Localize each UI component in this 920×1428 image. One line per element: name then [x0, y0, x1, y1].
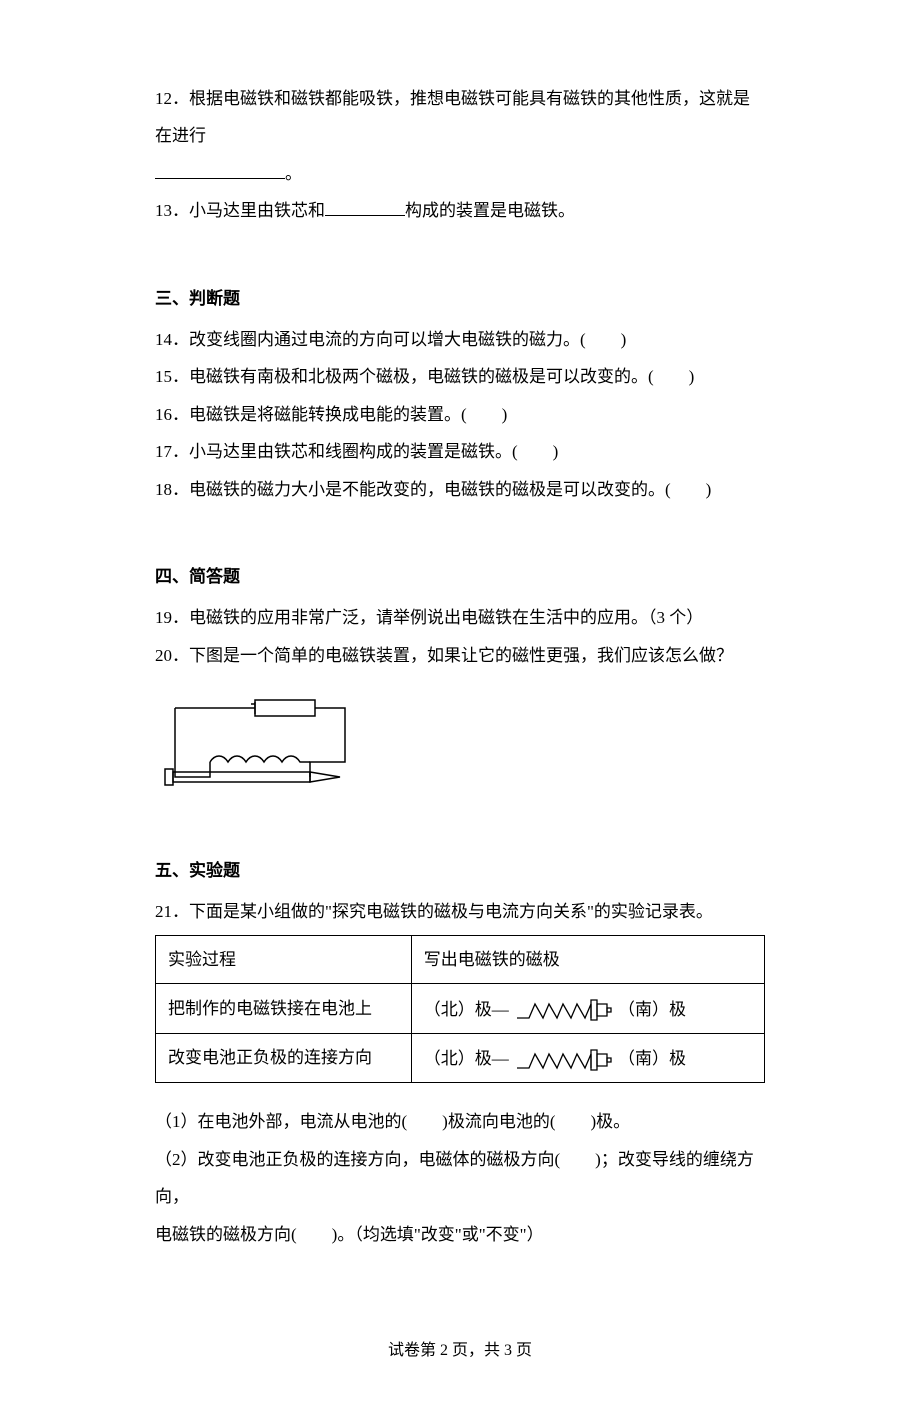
sub2-a: （2）改变电池正负极的连接方向，电磁体的磁极方向( [155, 1150, 560, 1169]
question-19: 19．电磁铁的应用非常广泛，请举例说出电磁铁在生活中的应用。（3 个） [155, 599, 765, 636]
sub2-d: )。（均选填"改变"或"不变"） [332, 1225, 544, 1244]
th-poles: 写出电磁铁的磁极 [411, 935, 764, 983]
paren-open: ( [648, 367, 654, 386]
paren-close: ) [689, 367, 695, 386]
q20-text: ．下图是一个简单的电磁铁装置，如果让它的磁性更强，我们应该怎么做？ [172, 646, 733, 665]
q14-num: 14 [155, 330, 172, 349]
question-15: 15．电磁铁有南极和北极两个磁极，电磁铁的磁极是可以改变的。() [155, 358, 765, 395]
q15-text: ．电磁铁有南极和北极两个磁极，电磁铁的磁极是可以改变的。 [172, 367, 648, 386]
question-16: 16．电磁铁是将磁能转换成电能的装置。() [155, 396, 765, 433]
q21-num: 21 [155, 902, 172, 921]
q13-text-a: ．小马达里由铁芯和 [172, 201, 325, 220]
q14-text: ．改变线圈内通过电流的方向可以增大电磁铁的磁力。 [172, 330, 580, 349]
question-21-intro: 21．下面是某小组做的"探究电磁铁的磁极与电流方向关系"的实验记录表。 [155, 893, 765, 930]
q17-text: ．小马达里由铁芯和线圈构成的装置是磁铁。 [172, 442, 512, 461]
q21-sub2-line1: （2）改变电池正负极的连接方向，电磁体的磁极方向()；改变导线的缠绕方向， [155, 1141, 765, 1216]
row1-right-pole: （南）极 [618, 996, 686, 1023]
question-17: 17．小马达里由铁芯和线圈构成的装置是磁铁。() [155, 433, 765, 470]
q12-blank[interactable] [155, 161, 285, 179]
q13-text-b: 构成的装置是电磁铁。 [405, 201, 575, 220]
section-5-title: 五、实验题 [155, 852, 765, 889]
row2-right-pole: （南）极 [618, 1045, 686, 1072]
q16-text: ．电磁铁是将磁能转换成电能的装置。 [172, 405, 461, 424]
question-12-line2: 。 [155, 155, 765, 192]
section-3-title: 三、判断题 [155, 280, 765, 317]
paren-open: ( [461, 405, 467, 424]
coil-nail-icon [509, 1046, 614, 1072]
table-row: 改变电池正负极的连接方向 （北）极— （南）极 [156, 1033, 765, 1083]
question-20: 20．下图是一个简单的电磁铁装置，如果让它的磁性更强，我们应该怎么做？ [155, 637, 765, 674]
sub2-c: 电磁铁的磁极方向( [155, 1225, 297, 1244]
paren-close: ) [706, 480, 712, 499]
q12-text-a: ．根据电磁铁和磁铁都能吸铁，推想电磁铁可能具有磁铁的其他性质，这就是在进行 [155, 89, 750, 145]
question-13: 13．小马达里由铁芯和 构成的装置是电磁铁。 [155, 192, 765, 229]
q19-text: ．电磁铁的应用非常广泛，请举例说出电磁铁在生活中的应用。（3 个） [172, 608, 703, 627]
q18-text: ．电磁铁的磁力大小是不能改变的，电磁铁的磁极是可以改变的。 [172, 480, 665, 499]
row1-poles: （北）极— （南）极 [411, 984, 764, 1034]
row2-process: 改变电池正负极的连接方向 [156, 1033, 412, 1083]
question-12: 12．根据电磁铁和磁铁都能吸铁，推想电磁铁可能具有磁铁的其他性质，这就是在进行 [155, 80, 765, 155]
q20-diagram [155, 692, 765, 802]
q21-sub1: （1）在电池外部，电流从电池的( )极流向电池的( )极。 [155, 1103, 765, 1140]
th-process: 实验过程 [156, 935, 412, 983]
q21-intro: ．下面是某小组做的"探究电磁铁的磁极与电流方向关系"的实验记录表。 [172, 902, 713, 921]
q15-num: 15 [155, 367, 172, 386]
q21-sub2-line2: 电磁铁的磁极方向( )。（均选填"改变"或"不变"） [155, 1216, 765, 1253]
page-footer: 试卷第 2 页，共 3 页 [155, 1333, 765, 1368]
row1-left-pole: （北）极 [424, 996, 492, 1023]
q20-num: 20 [155, 646, 172, 665]
question-14: 14．改变线圈内通过电流的方向可以增大电磁铁的磁力。() [155, 321, 765, 358]
electromagnet-circuit-icon [155, 692, 355, 802]
question-18: 18．电磁铁的磁力大小是不能改变的，电磁铁的磁极是可以改变的。() [155, 471, 765, 508]
q12-text-b: 。 [285, 164, 302, 183]
q13-blank[interactable] [325, 198, 405, 216]
sub1-b: )极流向电池的( [442, 1112, 555, 1131]
q13-num: 13 [155, 201, 172, 220]
sub1-a: （1）在电池外部，电流从电池的( [155, 1112, 407, 1131]
paren-open: ( [512, 442, 518, 461]
row2-poles: （北）极— （南）极 [411, 1033, 764, 1083]
q12-num: 12 [155, 89, 172, 108]
paren-close: ) [502, 405, 508, 424]
coil-nail-icon [509, 996, 614, 1022]
q19-num: 19 [155, 608, 172, 627]
q16-num: 16 [155, 405, 172, 424]
table-row: 把制作的电磁铁接在电池上 （北）极— （南）极 [156, 984, 765, 1034]
row1-process: 把制作的电磁铁接在电池上 [156, 984, 412, 1034]
q21-table: 实验过程 写出电磁铁的磁极 把制作的电磁铁接在电池上 （北）极— （南）极 [155, 935, 765, 1084]
sub1-c: )极。 [591, 1112, 631, 1131]
table-header-row: 实验过程 写出电磁铁的磁极 [156, 935, 765, 983]
paren-open: ( [665, 480, 671, 499]
q17-num: 17 [155, 442, 172, 461]
row2-left-pole: （北）极 [424, 1045, 492, 1072]
paren-open: ( [580, 330, 586, 349]
paren-close: ) [621, 330, 627, 349]
section-4-title: 四、简答题 [155, 558, 765, 595]
paren-close: ) [553, 442, 559, 461]
q18-num: 18 [155, 480, 172, 499]
